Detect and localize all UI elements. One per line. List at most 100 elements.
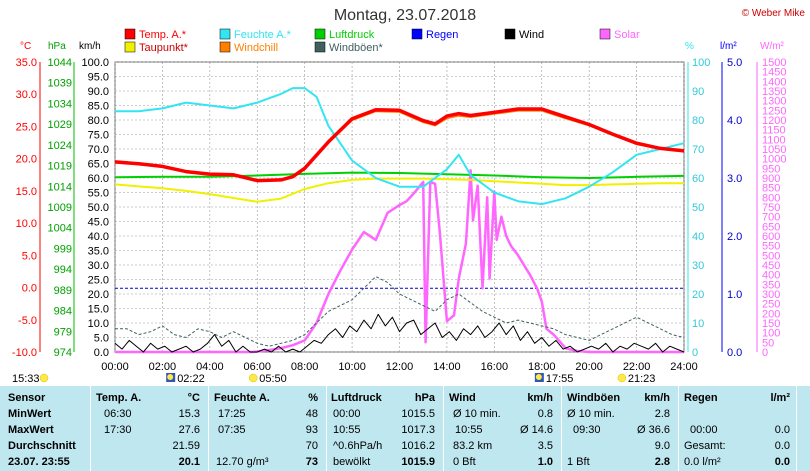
table-cell: 00:00	[690, 424, 718, 436]
legend-swatch	[504, 28, 516, 40]
series-luftdruck	[114, 171, 685, 179]
table-divider	[326, 386, 327, 471]
row-label: MaxWert	[8, 424, 54, 436]
x-tick: 12:00	[386, 361, 414, 373]
x-tick: 18:00	[528, 361, 556, 373]
wind-tick: 60.0	[88, 173, 109, 185]
row-label: Durchschnitt	[8, 440, 76, 452]
solar-tick: 1400	[762, 76, 786, 88]
table-cell: 20.1	[178, 456, 200, 468]
table-header: hPa	[414, 392, 435, 404]
legend: Temp. A.* Feuchte A.* Luftdruck Regen Wind So…	[124, 28, 640, 54]
pressure-tick: 1019	[48, 161, 72, 173]
table-divider	[561, 386, 562, 471]
solar-tick: 900	[762, 173, 780, 185]
copyright-label: © Weber Mike	[742, 8, 806, 19]
table-header: Feuchte A.	[214, 392, 270, 404]
legend-label: Feuchte A.*	[234, 29, 292, 41]
temp-tick: 25.0	[16, 121, 37, 133]
legend-swatch	[314, 41, 326, 53]
table-cell: 15.3	[178, 408, 200, 420]
sun-icon	[248, 373, 258, 383]
x-tick: 04:00	[196, 361, 224, 373]
x-tick: 06:00	[243, 361, 271, 373]
temp-tick: 30.0	[16, 89, 37, 101]
table-cell: 06:30	[104, 408, 132, 420]
legend-swatch	[411, 28, 423, 40]
series-wind	[114, 313, 685, 353]
weather-chart: Montag, 23.07.2018 © Weber Mike Temp. A.…	[12, 7, 806, 385]
table-cell: Gesamt:	[684, 440, 726, 452]
table-cell: Ø 10 min.	[567, 408, 615, 420]
humidity-tick: 60	[692, 173, 704, 185]
table-cell: 17:25	[218, 408, 246, 420]
grid	[114, 61, 685, 353]
pressure-tick: 1039	[48, 78, 72, 90]
table-cell: Ø 14.6	[519, 424, 553, 436]
wind-tick: 20.0	[88, 289, 109, 301]
legend-swatch	[124, 28, 136, 40]
x-tick: 08:00	[291, 361, 319, 373]
axis-units: °C hPa km/h % l/m² W/m²	[20, 41, 785, 52]
temp-tick: 10.0	[16, 218, 37, 230]
humidity-tick: 10	[692, 318, 704, 330]
table-cell: 21.59	[172, 440, 200, 452]
solar-tick: 950	[762, 163, 780, 175]
wind-tick: 65.0	[88, 159, 109, 171]
solar-tick: 650	[762, 221, 780, 233]
solar-tick: 1100	[762, 134, 786, 146]
legend-swatch	[599, 28, 611, 40]
pressure-unit: hPa	[48, 41, 66, 52]
x-tick: 00:00	[101, 361, 129, 373]
temp-tick: 35.0	[16, 57, 37, 69]
humidity-tick: 20	[692, 289, 704, 301]
table-header: °C	[187, 392, 200, 404]
table-cell: 09:30	[573, 424, 601, 436]
legend-label: Regen	[426, 29, 458, 41]
table-cell: 1016.2	[401, 440, 435, 452]
solar-tick: 850	[762, 183, 780, 195]
pressure-tick: 989	[54, 285, 72, 297]
pressure-tick: 1014	[48, 181, 72, 193]
legend-swatch	[314, 28, 326, 40]
pressure-tick: 999	[54, 243, 72, 255]
solar-tick: 500	[762, 250, 780, 262]
table-header: Wind	[449, 392, 476, 404]
solar-tick: 200	[762, 308, 780, 320]
legend-swatch	[219, 41, 231, 53]
wind-tick: 55.0	[88, 188, 109, 200]
solar-tick: 1050	[762, 144, 786, 156]
legend-label: Luftdruck	[329, 29, 375, 41]
series-taupunkt	[114, 177, 684, 203]
solar-tick: 1200	[762, 115, 786, 127]
solar-tick: 550	[762, 241, 780, 253]
temp-tick: 15.0	[16, 186, 37, 198]
table-header: km/h	[644, 392, 670, 404]
pressure-tick: 1029	[48, 119, 72, 131]
humidity-tick: 30	[692, 260, 704, 272]
table-cell: Ø 10 min.	[453, 408, 501, 420]
table-cell: 9.0	[654, 440, 670, 452]
rain-tick: 2.0	[727, 231, 742, 243]
marker-time: 05:50	[259, 373, 287, 385]
moon-glyph-icon	[535, 374, 542, 380]
table-divider	[90, 386, 91, 471]
x-tick: 22:00	[623, 361, 651, 373]
table-cell: 1015.5	[401, 408, 435, 420]
pressure-tick: 979	[54, 326, 72, 338]
solar-tick: 300	[762, 289, 780, 301]
solar-unit: W/m²	[760, 41, 785, 52]
table-cell: 0.0	[774, 440, 790, 452]
wind-tick: 70.0	[88, 144, 109, 156]
table-header: Windböen	[567, 392, 621, 404]
series-solar	[115, 169, 684, 354]
legend-label: Windchill	[234, 42, 278, 54]
series-windböen	[115, 276, 685, 347]
solar-tick: 50	[762, 337, 774, 349]
humidity-tick: 40	[692, 231, 704, 243]
solar-tick: 250	[762, 299, 780, 311]
row-label: 23.07. 23:55	[8, 456, 70, 468]
table-cell: 10:55	[455, 424, 483, 436]
pressure-tick: 1034	[48, 98, 72, 110]
solar-tick: 600	[762, 231, 780, 243]
